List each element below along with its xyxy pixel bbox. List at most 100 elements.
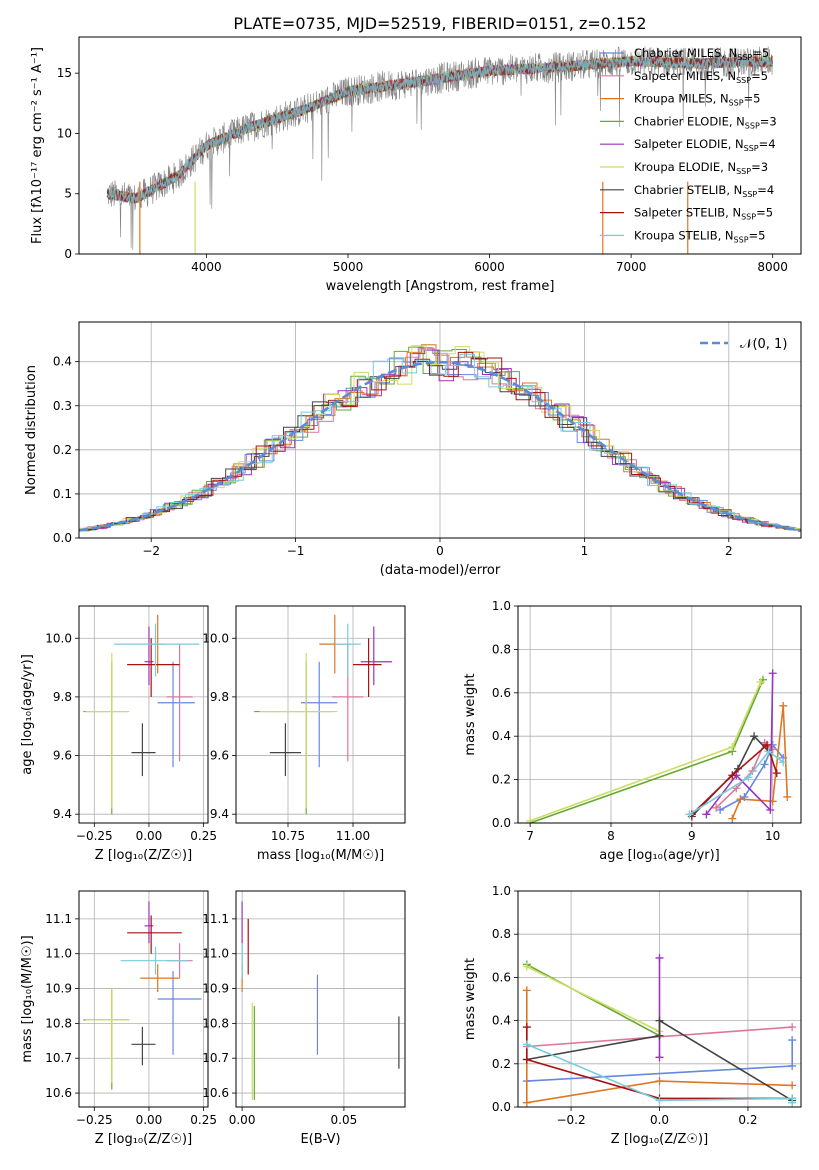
weight-marker [716, 805, 725, 814]
errorbar-point [334, 623, 361, 677]
y-tick-label: 10.7 [202, 1051, 229, 1065]
y-tick-label: 9.8 [210, 690, 229, 704]
x-tick-label: 8 [607, 829, 615, 843]
x-axis-label: age [log₁₀(age/yr)] [599, 848, 720, 863]
weight-marker [655, 1096, 664, 1105]
weight-marker [655, 1031, 664, 1040]
x-tick-label: 8000 [757, 260, 788, 274]
legend-entry: Kroupa MILES, NSSP=5 [634, 92, 760, 108]
weight-marker [655, 1077, 664, 1086]
weight-line [529, 681, 762, 822]
x-tick-label: 2 [725, 544, 733, 558]
errorbar-point [83, 661, 128, 815]
y-tick-label: 10.9 [202, 982, 229, 996]
y-tick-label: 10.9 [45, 982, 72, 996]
weight-line [529, 679, 764, 823]
y-tick-label: 9.6 [53, 749, 72, 763]
y-tick-label: 0.8 [492, 642, 511, 656]
x-tick-label: −0.2 [556, 1113, 585, 1127]
x-tick-label: 6000 [474, 260, 505, 274]
errorbar-point [131, 723, 156, 777]
legend-entry: Kroupa STELIB, NSSP=5 [634, 228, 765, 244]
x-tick-label: 4000 [191, 260, 222, 274]
weight-marker [768, 669, 777, 678]
y-axis-label: mass [log₁₀(M/M☉)] [20, 935, 35, 1062]
weight-marker [788, 1081, 797, 1090]
x-tick-label: 7000 [616, 260, 647, 274]
y-tick-label: 10.8 [202, 1016, 229, 1030]
x-tick-label: 0.00 [229, 1113, 256, 1127]
weight-marker [779, 758, 788, 767]
y-tick-label: 10.0 [202, 631, 229, 645]
errorbar-point [140, 964, 180, 993]
axes-frame [235, 605, 406, 824]
x-axis-label: (data-model)/error [380, 563, 501, 578]
x-tick-label: −1 [287, 544, 305, 558]
spectrum-model-line [106, 55, 773, 203]
weight-marker [526, 816, 535, 823]
weight-marker [728, 771, 737, 780]
errorbar-point [353, 638, 382, 697]
x-tick-label: 1 [581, 544, 589, 558]
y-tick-label: 0.3 [53, 399, 72, 413]
errorbar-point [360, 626, 392, 686]
errorbar-point [166, 644, 193, 762]
errorbar-point [269, 723, 301, 777]
y-tick-label: 9.4 [210, 807, 229, 821]
weight-marker [763, 740, 772, 749]
x-axis-label: E(B-V) [300, 1132, 340, 1147]
age-vs-mass-axes: 10.75 11.00 9.4 9.6 9.8 10.0 mass [log₁₀(M/M☉)… [202, 606, 405, 863]
y-tick-label: 0.6 [492, 970, 511, 984]
weight-marker [788, 1098, 797, 1107]
x-tick-label: 0.05 [331, 1113, 358, 1127]
axes-frame [517, 605, 802, 824]
weight-marker [736, 795, 745, 804]
y-tick-label: 11.1 [202, 912, 229, 926]
y-tick-label: 11.1 [45, 912, 72, 926]
weight-line [691, 743, 778, 815]
x-tick-label: 10.75 [271, 829, 305, 843]
x-tick-label: 0.0 [650, 1113, 669, 1127]
gaussian-curve [79, 360, 801, 532]
weight-marker [783, 792, 792, 801]
errorbar-point [113, 623, 200, 677]
errorbar-point [259, 652, 338, 809]
x-tick-label: −0.25 [76, 829, 113, 843]
errorbar-point [127, 915, 182, 954]
errorbar-point [120, 946, 189, 975]
weight-marker [788, 1061, 797, 1070]
histogram-step [81, 357, 801, 531]
spectrum-legend: Chabrier MILES, NSSP=5 Salpeter MILES, NS… [600, 46, 777, 244]
x-tick-label: 9 [688, 829, 696, 843]
weight-marker [766, 805, 775, 814]
y-tick-label: 10.6 [202, 1086, 229, 1100]
weight-line [526, 965, 660, 1033]
massweight-vs-Z-axes: −0.2 0.0 0.2 0.0 0.2 0.4 0.6 0.8 1.0 Z [log₁₀(Z/Z… [463, 884, 801, 1147]
y-tick-label: 0.4 [53, 355, 72, 369]
errorbar-point [85, 988, 130, 1083]
spectrum-data-line [107, 46, 773, 250]
y-tick-label: 0.0 [53, 531, 72, 545]
x-tick-label: 0.00 [136, 1113, 163, 1127]
legend-entry: Salpeter STELIB, NSSP=5 [634, 206, 773, 222]
y-tick-label: 0.0 [492, 1100, 511, 1114]
y-axis-label: Normed distribution [24, 365, 39, 495]
weight-line [526, 1019, 793, 1102]
x-tick-label: 0.2 [738, 1113, 757, 1127]
y-tick-label: 0.8 [492, 927, 511, 941]
y-tick-label: 5 [64, 187, 72, 201]
weight-marker [756, 677, 765, 686]
errorbar-point [157, 971, 202, 1055]
histogram-step [84, 353, 801, 531]
weight-marker [522, 962, 531, 971]
errorbar-point [301, 661, 338, 768]
weight-marker [522, 986, 531, 995]
y-tick-label: 10.8 [45, 1016, 72, 1030]
weight-marker [768, 745, 777, 754]
weight-marker [760, 760, 769, 769]
weight-marker [772, 769, 781, 778]
weight-line [526, 963, 660, 1037]
y-tick-label: 0.4 [492, 729, 511, 743]
errorbar-point [144, 626, 154, 686]
axes-frame [78, 36, 802, 255]
